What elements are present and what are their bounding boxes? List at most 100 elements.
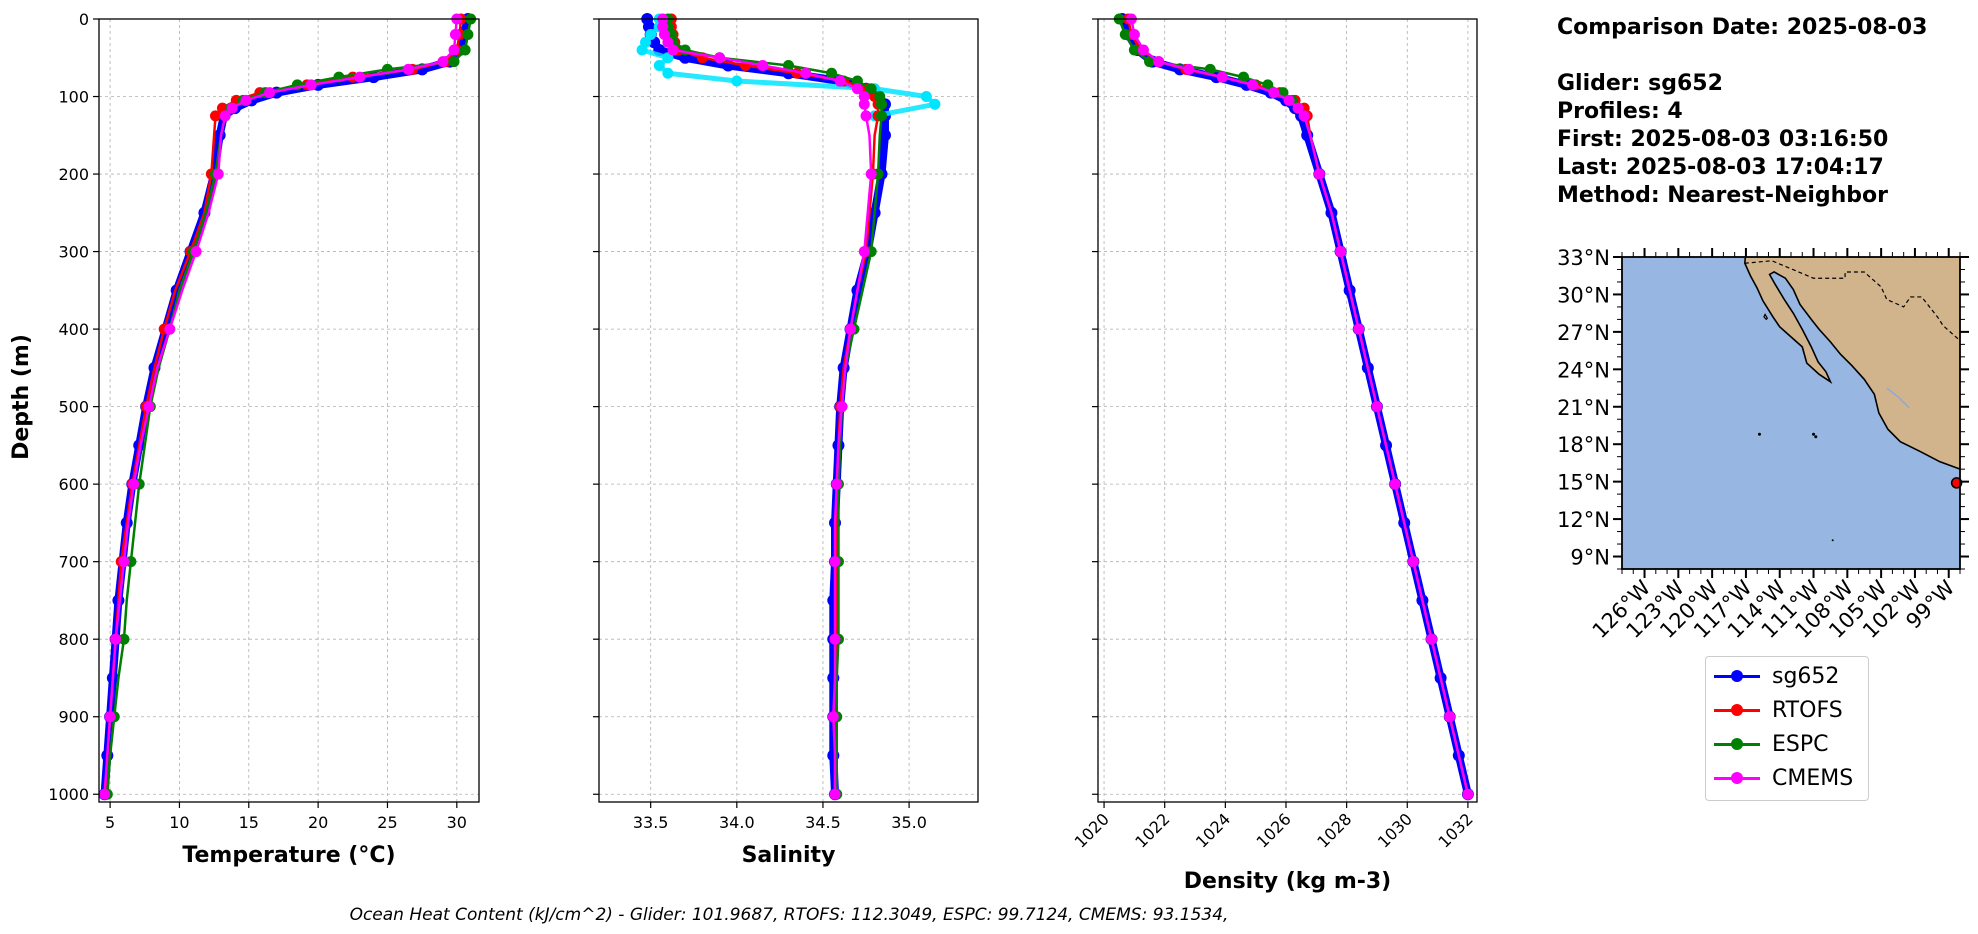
profile-panels: 5 10 15 20 25 3001002003004005006007008009001…: [48, 10, 1478, 894]
data-point: [1426, 633, 1438, 645]
data-point: [829, 788, 841, 800]
x-tick-label: 1024: [1192, 809, 1234, 851]
data-point: [448, 56, 460, 68]
data-point: [1262, 79, 1274, 91]
map-lat-label: 9°N: [1570, 546, 1610, 570]
data-point: [858, 246, 870, 258]
data-point: [449, 29, 461, 41]
y-tick-label: 100: [58, 88, 89, 107]
data-point: [858, 98, 870, 110]
data-point: [920, 91, 932, 103]
data-point: [118, 556, 130, 568]
data-point: [1298, 110, 1310, 122]
x-tick-label: 10: [169, 813, 189, 832]
legend-swatch: [1714, 666, 1760, 686]
data-point: [800, 67, 812, 79]
data-point: [667, 44, 679, 56]
data-point: [1353, 323, 1365, 335]
glider-name: Glider: sg652: [1557, 71, 1723, 96]
legend-label: CMEMS: [1772, 765, 1854, 791]
x-tick-label: 34.0: [719, 813, 755, 832]
legend-label: RTOFS: [1772, 697, 1843, 723]
data-point: [164, 323, 176, 335]
legend-item-sg652: sg652: [1714, 661, 1839, 691]
data-point: [190, 246, 202, 258]
data-point: [865, 168, 877, 180]
legend-swatch: [1714, 700, 1760, 720]
last-profile-time: Last: 2025-08-03 17:04:17: [1557, 155, 1884, 180]
data-point: [662, 67, 674, 79]
data-point: [448, 44, 460, 56]
data-point: [865, 83, 877, 95]
series-ESPC: [1113, 13, 1474, 800]
data-point: [783, 60, 794, 72]
x-tick-label: 1028: [1313, 809, 1355, 851]
ocean-heat-content-caption: Ocean Heat Content (kJ/cm^2) - Glider: 1…: [349, 905, 1229, 925]
data-point: [827, 711, 839, 723]
legend-swatch: [1714, 734, 1760, 754]
map-lat-label: 21°N: [1557, 396, 1610, 420]
data-point: [1292, 102, 1304, 114]
x-tick-label: 20: [308, 813, 328, 832]
y-tick-label: 300: [58, 243, 89, 262]
data-point: [1371, 401, 1383, 413]
map-lat-label: 24°N: [1557, 358, 1610, 382]
data-point: [858, 91, 870, 103]
legend: sg652 RTOFS ESPC CMEMS: [1705, 656, 1869, 801]
x-tick-label: 5: [105, 813, 115, 832]
y-tick-label: 500: [58, 398, 89, 417]
data-point: [118, 633, 130, 645]
y-tick-label: 1000: [48, 785, 89, 804]
data-point: [1283, 94, 1295, 106]
data-point: [402, 63, 414, 75]
data-point: [679, 51, 692, 64]
data-point: [1313, 168, 1325, 180]
x-tick-label: 1022: [1131, 809, 1173, 851]
data-point: [226, 102, 238, 114]
data-point: [128, 478, 140, 490]
data-point: [240, 94, 252, 106]
series-CMEMS: [99, 13, 463, 800]
data-point: [1128, 44, 1140, 56]
depth-axis-label: Depth (m): [9, 334, 34, 460]
island: [1757, 432, 1761, 436]
data-point: [1204, 63, 1216, 75]
y-tick-label: 0: [79, 10, 89, 29]
map-lat-label: 33°N: [1557, 246, 1610, 270]
data-point: [1137, 44, 1149, 56]
x-tick-label: 25: [377, 813, 397, 832]
data-point: [929, 98, 941, 110]
x-axis-label: Temperature (°C): [182, 843, 395, 868]
data-point: [851, 75, 863, 87]
data-point: [354, 71, 366, 83]
island: [1763, 313, 1769, 321]
x-tick-label: 1030: [1374, 809, 1416, 851]
data-point: [851, 83, 863, 95]
x-tick-label: 34.5: [805, 813, 841, 832]
x-tick-label: 35.0: [891, 813, 927, 832]
data-point: [829, 633, 841, 645]
plot-frame: [1097, 18, 1478, 803]
data-point: [462, 29, 474, 41]
x-tick-label: 33.5: [633, 813, 669, 832]
data-point: [264, 87, 276, 99]
data-point: [1335, 246, 1347, 258]
data-point: [1119, 29, 1131, 41]
data-point: [731, 75, 743, 87]
map-lat-label: 15°N: [1557, 471, 1610, 495]
data-point: [1183, 63, 1195, 75]
legend-item-rtofs: RTOFS: [1714, 695, 1843, 725]
legend-label: sg652: [1772, 663, 1840, 689]
x-tick-label: 15: [239, 813, 259, 832]
series-ESPC: [101, 13, 477, 800]
y-tick-label: 200: [58, 165, 89, 184]
data-point: [110, 633, 122, 645]
legend-swatch: [1714, 768, 1760, 788]
data-point: [1144, 56, 1156, 68]
y-tick-label: 600: [58, 475, 89, 494]
data-point: [1407, 556, 1419, 568]
data-point: [834, 75, 846, 87]
data-point: [826, 67, 838, 79]
data-point: [636, 44, 648, 56]
data-point: [305, 79, 317, 91]
